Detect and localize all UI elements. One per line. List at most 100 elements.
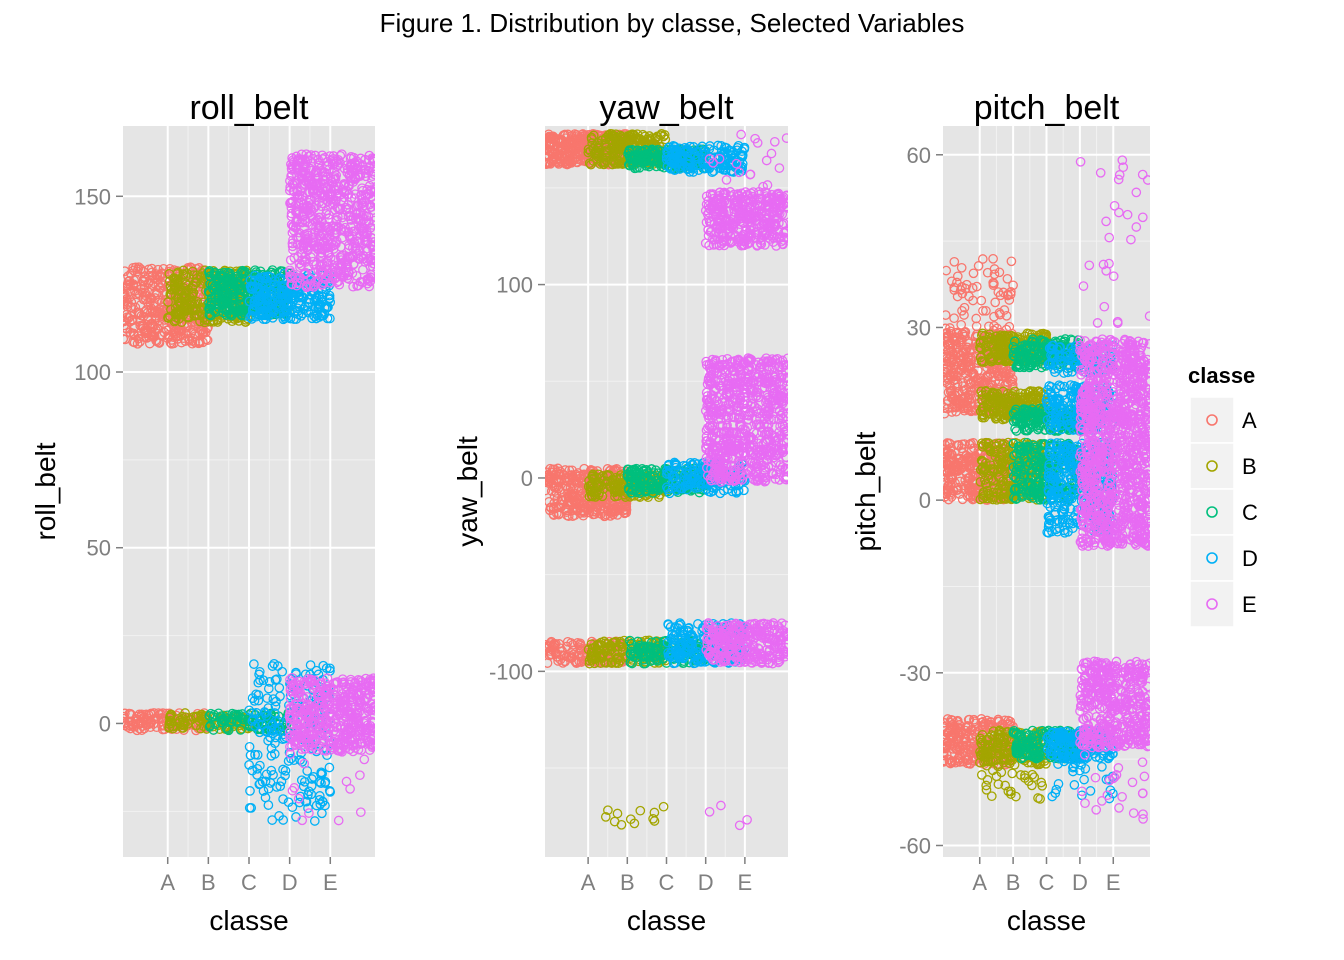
point-E xyxy=(344,170,355,181)
point-D xyxy=(298,304,309,315)
point-B xyxy=(588,648,598,659)
point-B xyxy=(171,274,182,284)
point-B xyxy=(619,134,630,144)
point-B xyxy=(198,721,209,732)
point-D xyxy=(249,300,260,310)
point-E xyxy=(362,184,373,195)
point-D xyxy=(296,311,306,321)
point-E xyxy=(288,221,299,232)
point-B xyxy=(658,801,669,812)
point-A xyxy=(125,723,136,734)
point-C xyxy=(223,725,234,736)
point-B xyxy=(600,812,611,822)
point-E xyxy=(358,214,369,224)
point-D xyxy=(249,305,260,316)
y-axis-label: roll_belt xyxy=(30,442,61,540)
point-D xyxy=(299,776,310,787)
point-D xyxy=(303,790,313,800)
point-E xyxy=(291,205,302,215)
point-A xyxy=(123,713,130,724)
point-E xyxy=(367,261,375,272)
point-A xyxy=(157,724,168,735)
point-E xyxy=(367,220,375,230)
point-E xyxy=(365,240,375,250)
point-E xyxy=(317,192,328,203)
point-C xyxy=(638,481,648,492)
point-D xyxy=(270,276,281,286)
point-C xyxy=(652,484,662,495)
point-E xyxy=(304,808,314,818)
point-D xyxy=(254,666,265,677)
point-B xyxy=(591,486,602,496)
y-tick-label: 100 xyxy=(74,360,111,385)
point-E xyxy=(294,192,304,203)
point-B xyxy=(606,641,617,651)
figure-title: Figure 1. Distribution by classe, Select… xyxy=(380,8,965,38)
point-C xyxy=(222,724,233,735)
point-C xyxy=(225,309,236,320)
point-E xyxy=(320,182,330,193)
point-A xyxy=(547,132,558,143)
point-E xyxy=(336,255,347,265)
point-E xyxy=(348,259,359,269)
point-D xyxy=(253,695,264,706)
point-D xyxy=(255,760,265,771)
point-E xyxy=(308,214,318,225)
point-A xyxy=(573,139,583,150)
point-E xyxy=(298,237,309,248)
point-E xyxy=(367,174,375,185)
point-E xyxy=(357,183,367,194)
point-A xyxy=(166,335,177,345)
point-A xyxy=(570,476,581,486)
point-E xyxy=(295,278,306,288)
point-A xyxy=(545,146,555,156)
point-E xyxy=(317,698,327,708)
point-E xyxy=(307,232,318,243)
point-A xyxy=(548,464,558,475)
point-E xyxy=(348,152,359,163)
point-E xyxy=(303,708,313,719)
point-E xyxy=(310,735,320,746)
point-A xyxy=(583,504,594,514)
point-A xyxy=(550,134,561,145)
points-layer xyxy=(545,128,788,831)
x-tick-label: D xyxy=(282,870,298,895)
point-A xyxy=(562,150,573,161)
point-D xyxy=(252,750,263,760)
point-E xyxy=(361,189,372,199)
point-E xyxy=(287,241,298,252)
point-C xyxy=(235,296,246,307)
point-A xyxy=(166,338,177,349)
point-D xyxy=(283,312,294,323)
point-E xyxy=(331,713,341,724)
point-E xyxy=(339,186,350,197)
point-E xyxy=(302,699,313,709)
point-E xyxy=(346,709,357,720)
point-E xyxy=(339,732,350,743)
point-E xyxy=(344,252,355,262)
point-E xyxy=(328,156,339,167)
point-B xyxy=(173,310,184,321)
point-E xyxy=(359,223,370,234)
point-E xyxy=(359,754,370,765)
point-E xyxy=(337,746,347,757)
point-E xyxy=(291,735,302,746)
point-E xyxy=(307,187,318,197)
point-D xyxy=(262,693,273,704)
point-D xyxy=(248,708,258,718)
point-C xyxy=(205,310,216,321)
point-C xyxy=(632,154,643,165)
point-D xyxy=(314,795,325,805)
point-E xyxy=(298,727,308,737)
point-E xyxy=(321,257,332,268)
point-A xyxy=(550,638,561,649)
point-A xyxy=(561,505,572,516)
point-E xyxy=(321,683,332,694)
point-E xyxy=(355,807,366,818)
point-A xyxy=(578,505,588,516)
point-D xyxy=(261,286,271,297)
point-E xyxy=(343,267,354,278)
point-C xyxy=(226,310,237,321)
point-C xyxy=(646,146,657,157)
